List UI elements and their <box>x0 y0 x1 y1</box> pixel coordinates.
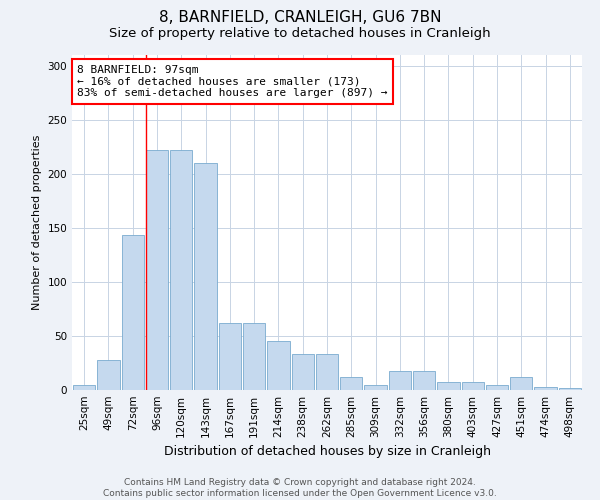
Text: Size of property relative to detached houses in Cranleigh: Size of property relative to detached ho… <box>109 28 491 40</box>
Bar <box>486 384 508 390</box>
Bar <box>559 388 581 390</box>
Y-axis label: Number of detached properties: Number of detached properties <box>32 135 42 310</box>
Bar <box>364 384 387 390</box>
Text: 8 BARNFIELD: 97sqm
← 16% of detached houses are smaller (173)
83% of semi-detach: 8 BARNFIELD: 97sqm ← 16% of detached hou… <box>77 65 388 98</box>
Bar <box>243 323 265 390</box>
Bar <box>510 377 532 390</box>
Bar <box>461 382 484 390</box>
Bar <box>97 360 119 390</box>
Bar <box>73 384 95 390</box>
Bar <box>437 382 460 390</box>
Bar <box>267 342 290 390</box>
Bar <box>389 370 411 390</box>
Bar <box>170 150 193 390</box>
X-axis label: Distribution of detached houses by size in Cranleigh: Distribution of detached houses by size … <box>163 446 491 458</box>
Bar <box>535 387 557 390</box>
Bar <box>413 370 436 390</box>
Text: Contains HM Land Registry data © Crown copyright and database right 2024.
Contai: Contains HM Land Registry data © Crown c… <box>103 478 497 498</box>
Text: 8, BARNFIELD, CRANLEIGH, GU6 7BN: 8, BARNFIELD, CRANLEIGH, GU6 7BN <box>159 10 441 25</box>
Bar <box>292 354 314 390</box>
Bar <box>122 236 144 390</box>
Bar <box>340 377 362 390</box>
Bar <box>316 354 338 390</box>
Bar <box>146 150 168 390</box>
Bar <box>218 323 241 390</box>
Bar <box>194 163 217 390</box>
